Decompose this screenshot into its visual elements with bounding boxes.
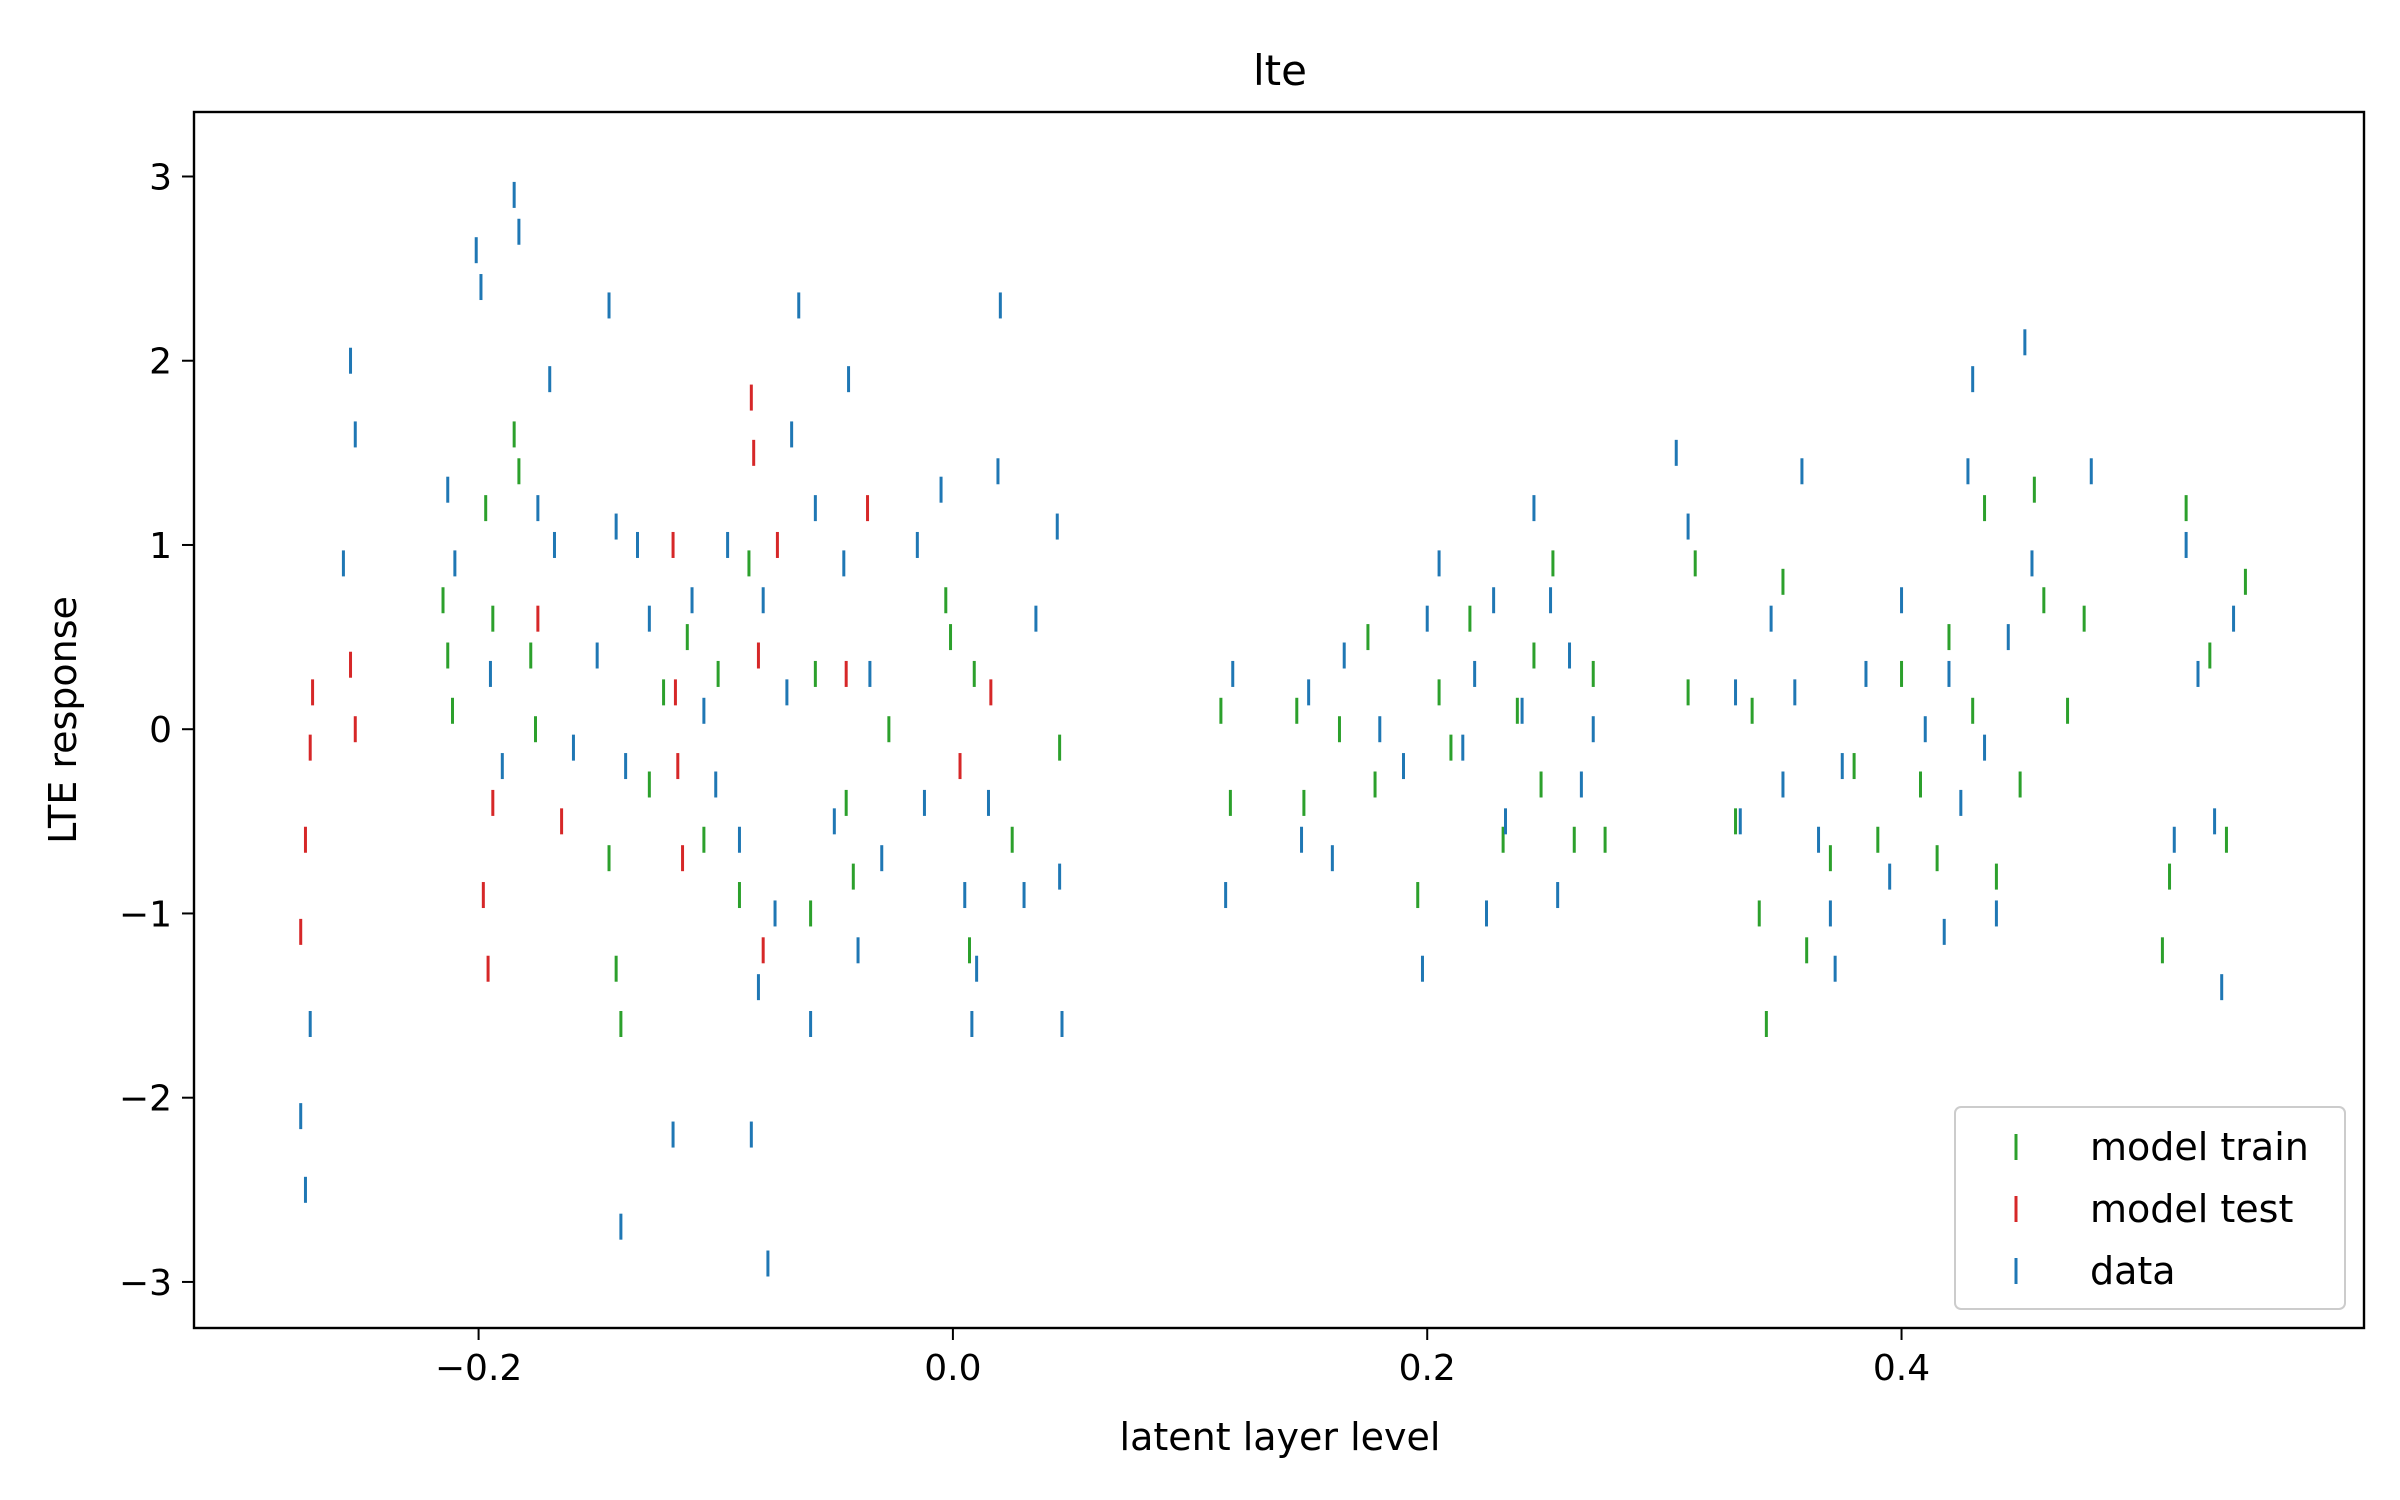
series-data <box>299 181 2236 1277</box>
x-tick-label: −0.2 <box>435 1348 522 1389</box>
y-axis: −3 −2 −1 0 1 2 3 <box>119 157 194 1304</box>
y-tick-label: 1 <box>149 526 172 567</box>
y-tick-label: 0 <box>149 710 172 751</box>
legend-label: model train <box>2090 1125 2309 1169</box>
y-tick-label: 2 <box>149 342 172 383</box>
legend: model train model test data <box>1954 1106 2346 1310</box>
legend-box <box>1954 1106 2346 1310</box>
series-model-train <box>441 421 2247 1037</box>
y-tick-label: 3 <box>149 157 172 198</box>
legend-label: data <box>2090 1249 2176 1293</box>
y-tick-label: −1 <box>119 894 172 935</box>
chart-title: lte <box>1253 46 1307 95</box>
data-marks <box>299 181 2247 1277</box>
legend-label: model test <box>2090 1187 2293 1231</box>
series-model-test <box>299 384 993 982</box>
y-tick-label: −2 <box>119 1079 172 1120</box>
x-axis: −0.2 0.0 0.2 0.4 <box>435 1328 1930 1389</box>
y-axis-label: LTE response <box>41 596 85 844</box>
x-axis-label: latent layer level <box>1120 1415 1441 1459</box>
x-tick-label: 0.0 <box>924 1348 981 1389</box>
y-tick-label: −3 <box>119 1263 172 1304</box>
plot-area-frame <box>192 110 2366 1330</box>
x-tick-label: 0.2 <box>1399 1348 1456 1389</box>
x-tick-label: 0.4 <box>1873 1348 1930 1389</box>
